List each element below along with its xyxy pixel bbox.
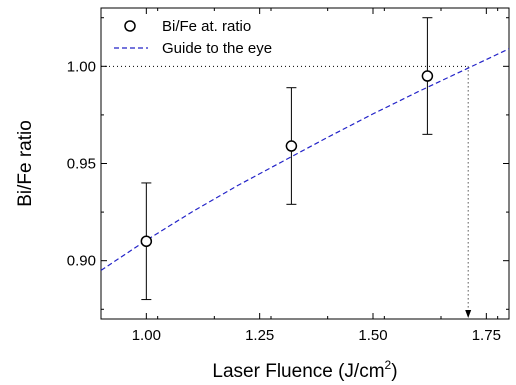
guide-to-the-eye-line <box>100 48 510 271</box>
x-tick-label: 1.50 <box>358 327 387 344</box>
reference-lines <box>101 65 472 318</box>
data-point <box>285 140 298 152</box>
x-axis-title-end: ) <box>391 361 397 382</box>
x-axis-title-main: Laser Fluence (J/cm <box>212 361 384 382</box>
y-axis-ticks: 0.90 0.95 1.00 <box>67 17 509 310</box>
legend: Bi/Fe at. ratio Guide to the eye <box>114 18 272 57</box>
legend-label-points: Bi/Fe at. ratio <box>162 18 251 35</box>
data-point <box>421 70 434 82</box>
x-tick-label: 1.75 <box>472 327 501 344</box>
y-axis-title: Bi/Fe ratio <box>15 120 36 207</box>
y-tick-label: 0.90 <box>67 253 96 270</box>
legend-label-guide: Guide to the eye <box>162 40 272 57</box>
data-points-layer <box>140 17 434 301</box>
y-tick-label: 1.00 <box>67 58 96 75</box>
x-tick-label: 1.00 <box>132 327 161 344</box>
x-axis-ticks: 1.00 1.25 1.50 1.75 <box>100 8 501 344</box>
y-tick-label: 0.95 <box>67 156 96 173</box>
guide-line-layer <box>100 48 510 271</box>
x-tick-label: 1.25 <box>245 327 274 344</box>
reference-arrow-head <box>465 310 472 318</box>
x-axis-title-superscript: 2 <box>385 358 392 372</box>
legend-marker-circle <box>124 20 136 32</box>
x-axis-title: Laser Fluence (J/cm2) <box>212 358 397 382</box>
data-point <box>140 235 153 247</box>
